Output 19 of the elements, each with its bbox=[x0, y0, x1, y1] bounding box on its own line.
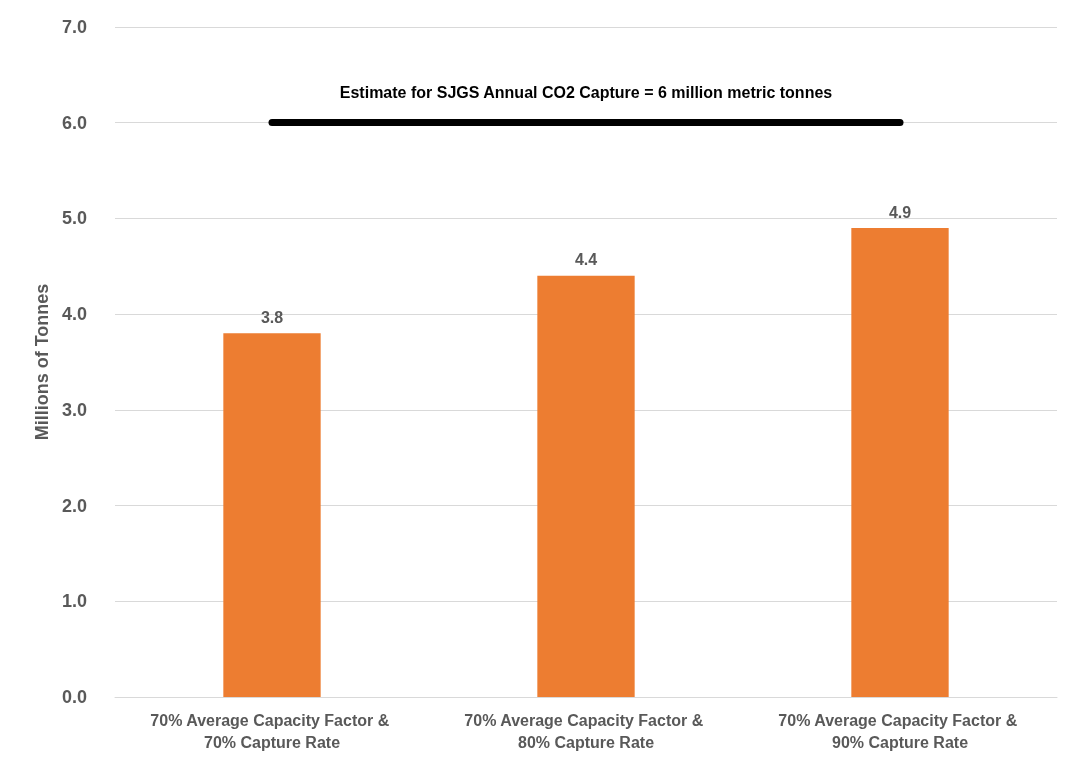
y-axis-title: Millions of Tonnes bbox=[32, 283, 53, 441]
y-tick-label: 2.0 bbox=[61, 495, 87, 516]
data-label: 3.8 bbox=[260, 308, 284, 326]
x-tick-label: 70% Average Capacity Factor & 90% Capture Rate bbox=[778, 711, 1022, 751]
data-label: 4.4 bbox=[574, 251, 598, 269]
x-tick-label: 70% Average Capacity Factor & 80% Capture Rate bbox=[464, 711, 708, 751]
y-tick-label: 4.0 bbox=[61, 304, 87, 325]
x-tick-label: 70% Average Capacity Factor & 70% Capture Rate bbox=[150, 711, 394, 751]
y-tick-label: 3.0 bbox=[61, 399, 87, 420]
y-tick-label: 6.0 bbox=[61, 112, 87, 133]
ref-line-label: Estimate for SJGS Annual CO2 Capture = 6 million metric tonnes bbox=[339, 84, 833, 102]
data-label: 4.9 bbox=[888, 203, 912, 221]
y-tick-label: 7.0 bbox=[61, 17, 87, 37]
y-tick-label: 0.0 bbox=[61, 687, 87, 707]
y-tick-label: 5.0 bbox=[61, 208, 87, 229]
bar bbox=[851, 228, 949, 697]
bar bbox=[537, 275, 635, 697]
bar bbox=[223, 333, 321, 697]
y-tick-label: 1.0 bbox=[61, 591, 87, 612]
